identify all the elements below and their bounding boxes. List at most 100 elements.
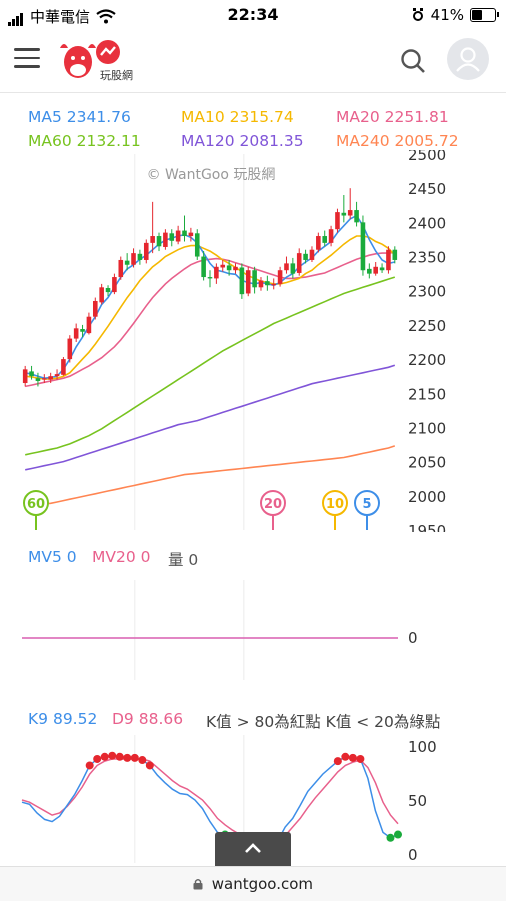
candle-body	[277, 270, 283, 284]
overbought-dot	[130, 753, 139, 762]
app-header: 玩股網	[0, 32, 506, 93]
y-tick-label: 2500	[408, 150, 446, 164]
candle-body	[201, 256, 206, 278]
candle-body	[290, 263, 296, 274]
y-tick-label: 2350	[408, 249, 446, 267]
candle-body	[220, 264, 226, 268]
candle-body	[379, 267, 385, 271]
ma-legend-item: MA10 2315.74	[181, 108, 294, 126]
candle-body	[150, 236, 155, 243]
candle-body	[182, 230, 187, 237]
candle-body	[42, 378, 47, 380]
candle-body	[284, 263, 289, 271]
candlestick-chart: 2500 2450 2400 2350 2300 2250 2200 2150 2100 2050…	[22, 150, 446, 532]
candle-body	[169, 233, 175, 241]
ma-badge-label: 5	[362, 497, 371, 512]
candle-body	[131, 253, 136, 265]
candle-body	[105, 287, 111, 293]
lock-icon	[193, 878, 203, 890]
candle-body	[316, 236, 321, 250]
candle-body	[226, 265, 232, 271]
ma-line-ma60	[25, 276, 396, 456]
overbought-dot	[100, 752, 109, 761]
ma-line-ma5	[25, 214, 395, 380]
candle-body	[341, 212, 347, 216]
ma-badge-label: 60	[27, 497, 45, 512]
clock: 22:34	[227, 5, 279, 24]
mv5-label: MV5 0	[28, 548, 77, 566]
wantgoo-logo[interactable]	[56, 38, 128, 88]
candle-body	[137, 253, 143, 260]
scroll-top-button[interactable]	[215, 832, 291, 866]
ma-legend-item: MA240 2005.72	[336, 132, 459, 150]
y-tick-label: 100	[408, 738, 437, 756]
candle-body	[303, 253, 308, 260]
overbought-dot	[108, 751, 117, 760]
overbought-dot	[341, 752, 350, 761]
signal-icon	[8, 8, 24, 26]
d9-label: D9 88.66	[112, 710, 184, 728]
y-tick-label: 2200	[408, 351, 446, 369]
watermark: © WantGoo 玩股網	[146, 167, 276, 183]
candle-body	[99, 287, 104, 303]
candle-body	[48, 376, 53, 380]
mv20-label: MV20 0	[92, 548, 151, 566]
candle-body	[271, 283, 277, 286]
candle-body	[163, 232, 168, 247]
candle-body	[112, 277, 117, 293]
candle-body	[373, 266, 378, 274]
candle-body	[67, 338, 73, 360]
logo-text: 玩股網	[100, 69, 133, 82]
candle-body	[296, 253, 302, 273]
candle-body	[233, 266, 238, 271]
ma-line-ma20	[25, 251, 395, 388]
overbought-dot	[85, 761, 94, 770]
y-tick-label: 2150	[408, 385, 446, 403]
candle-body	[118, 259, 124, 278]
menu-icon[interactable]	[14, 48, 40, 70]
candle-body	[54, 374, 60, 377]
carrier-label: 中華電信	[30, 8, 91, 26]
ma-legend-item: MA20 2251.81	[336, 108, 449, 126]
candle-body	[360, 222, 366, 271]
overbought-dot	[138, 756, 147, 765]
candle-body	[252, 270, 257, 288]
candle-body	[29, 371, 34, 377]
overbought-dot	[93, 754, 102, 763]
candle-body	[175, 230, 181, 242]
y-tick-label: 2450	[408, 180, 446, 198]
kd-note: K值 > 80為紅點 K值 < 20為綠點	[206, 713, 441, 731]
ma-line-ma10	[25, 235, 396, 380]
candle-body	[328, 229, 334, 243]
wifi-icon	[96, 9, 116, 24]
candle-body	[214, 266, 219, 279]
candle-body	[194, 233, 200, 257]
oversold-dot	[394, 830, 402, 839]
status-bar: 中華電信 22:34 41%	[0, 0, 506, 32]
overbought-dot	[123, 753, 132, 762]
candle-body	[309, 249, 315, 260]
candle-body	[347, 210, 353, 216]
search-icon[interactable]	[400, 48, 426, 74]
candle-body	[86, 316, 92, 334]
url-text: wantgoo.com	[211, 875, 314, 893]
candle-body	[22, 369, 28, 384]
candle-body	[354, 210, 359, 223]
candle-body	[61, 359, 66, 375]
user-avatar-icon[interactable]	[447, 38, 489, 80]
candle-body	[207, 277, 213, 279]
chevron-up-icon	[245, 843, 261, 853]
browser-url-bar[interactable]: wantgoo.com	[0, 866, 506, 901]
overbought-dot	[333, 757, 342, 766]
overbought-dot	[356, 754, 365, 763]
candle-body	[322, 236, 328, 243]
candle-body	[245, 270, 251, 294]
oversold-dot	[386, 833, 395, 842]
candle-body	[367, 268, 372, 274]
battery-percent: 41%	[430, 6, 464, 24]
candle-body	[80, 329, 85, 332]
y-tick-label: 0	[408, 629, 418, 647]
candle-body	[73, 328, 79, 339]
y-tick-label: 2400	[408, 214, 446, 232]
battery-icon	[470, 8, 499, 22]
